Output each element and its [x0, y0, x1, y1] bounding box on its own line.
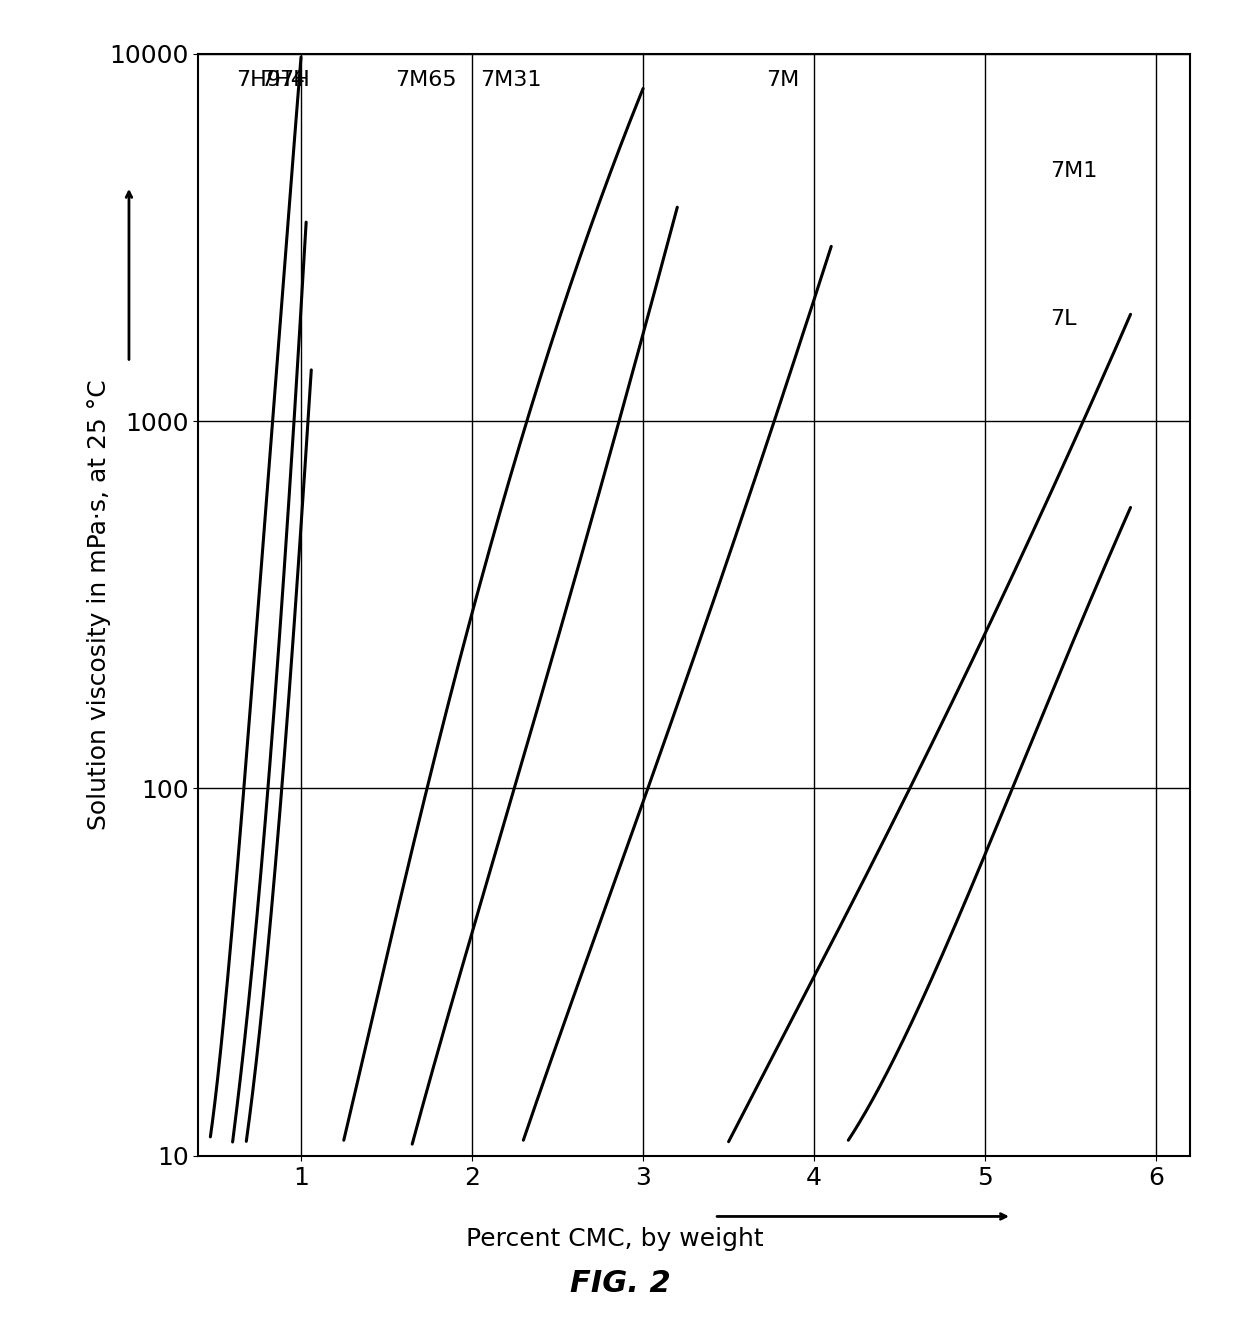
- Text: 7L: 7L: [1050, 309, 1076, 329]
- Text: 7H9: 7H9: [236, 70, 281, 90]
- Text: Percent CMC, by weight: Percent CMC, by weight: [466, 1227, 764, 1251]
- Text: 7H4: 7H4: [260, 70, 305, 90]
- Text: 7M: 7M: [766, 70, 800, 90]
- Text: 7M65: 7M65: [396, 70, 456, 90]
- Text: 7M31: 7M31: [481, 70, 542, 90]
- Text: FIG. 2: FIG. 2: [569, 1269, 671, 1298]
- Text: 7M1: 7M1: [1050, 161, 1097, 181]
- Text: 7H: 7H: [279, 70, 310, 90]
- Text: Solution viscosity in mPa·s, at 25 °C: Solution viscosity in mPa·s, at 25 °C: [87, 379, 112, 831]
